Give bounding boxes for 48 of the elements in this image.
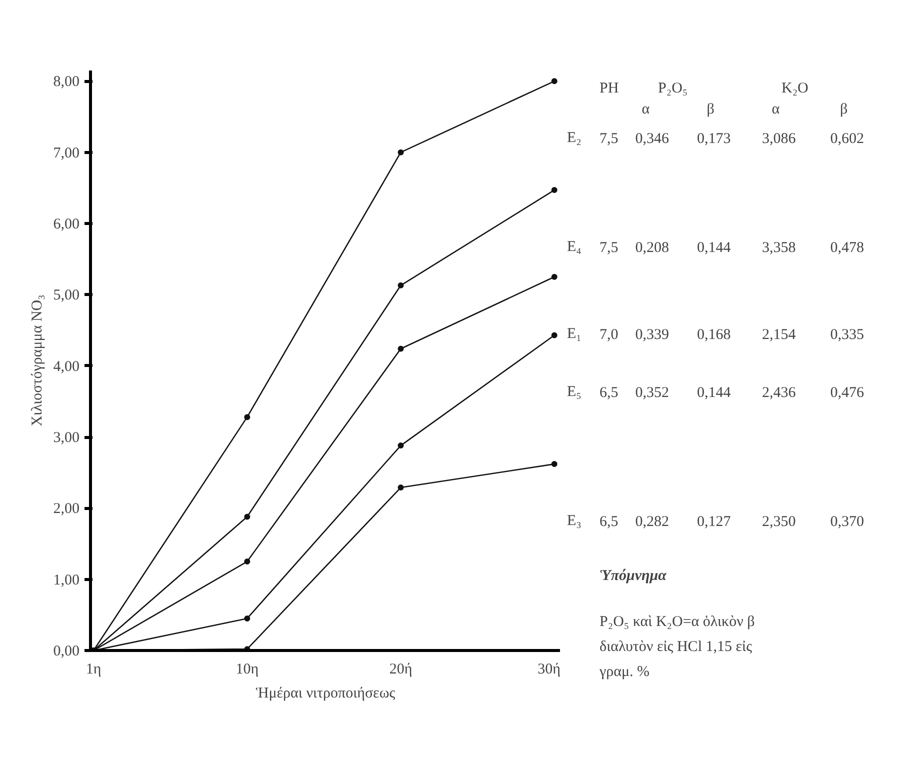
point — [398, 282, 404, 288]
y-tick-label: 4,00 — [53, 358, 80, 375]
x-tick-label: 20ή — [389, 662, 412, 678]
text: P₂O₅ καὶ K₂O=α ὁλικὸν β διαλυτὸν εἰς HCl 1,15 εἰς γραμ. % — [598, 614, 755, 680]
text: 7,5 0,208 0,144 3,358 0,478 — [600, 240, 864, 256]
text: 6,5 0,352 0,144 2,436 0,476 — [600, 385, 864, 402]
point — [398, 442, 404, 449]
x-tick-label: 30ή — [538, 662, 561, 678]
y-tick-label: 3,00 — [53, 430, 80, 446]
text: Ὑπόμνημα — [600, 568, 668, 584]
y-tick-label: 5,00 — [53, 288, 80, 304]
x-tick-label: 10η — [236, 662, 259, 678]
text: α — [642, 102, 650, 118]
text: PH — [600, 80, 619, 96]
y-tick-label: 7,00 — [53, 145, 80, 162]
point — [398, 346, 404, 352]
point — [398, 484, 404, 491]
point — [551, 332, 558, 338]
text: E₃ — [567, 513, 582, 530]
text: P₂O₅ — [658, 80, 688, 96]
point — [244, 615, 250, 622]
text: 6,5 0,282 0,127 2,350 0,370 — [600, 514, 864, 530]
text: E₅ — [567, 384, 582, 400]
text: 7,5 0,346 0,173 3,086 0,602 — [600, 131, 864, 148]
y-tick-label: 6,00 — [53, 216, 80, 233]
x-axis-title: Ἡμέραι νιτροποιήσεως — [256, 686, 396, 702]
y-axis-title: Χιλιοστόγραμμα NO₃ — [29, 294, 46, 426]
text: β — [706, 102, 714, 118]
text: 7,0 0,339 0,168 2,154 0,335 — [600, 326, 864, 343]
y-tick-label: 8,00 — [53, 74, 80, 90]
y-tick-label: 0,00 — [53, 644, 80, 660]
point — [551, 274, 558, 280]
text: K₂O — [782, 80, 809, 96]
point — [551, 461, 558, 468]
point — [398, 149, 404, 156]
point — [244, 414, 250, 420]
point — [244, 558, 250, 565]
point — [551, 187, 558, 194]
text: E₁ — [567, 326, 582, 342]
text: α — [772, 102, 780, 118]
point — [244, 514, 250, 520]
text: E₂ — [567, 130, 582, 146]
y-tick-label: 2,00 — [53, 501, 80, 518]
text: E₄ — [567, 239, 582, 256]
x-tick-label: 1η — [86, 662, 102, 678]
point — [551, 78, 558, 84]
text: β — [840, 102, 848, 118]
y-tick-label: 1,00 — [53, 572, 80, 588]
